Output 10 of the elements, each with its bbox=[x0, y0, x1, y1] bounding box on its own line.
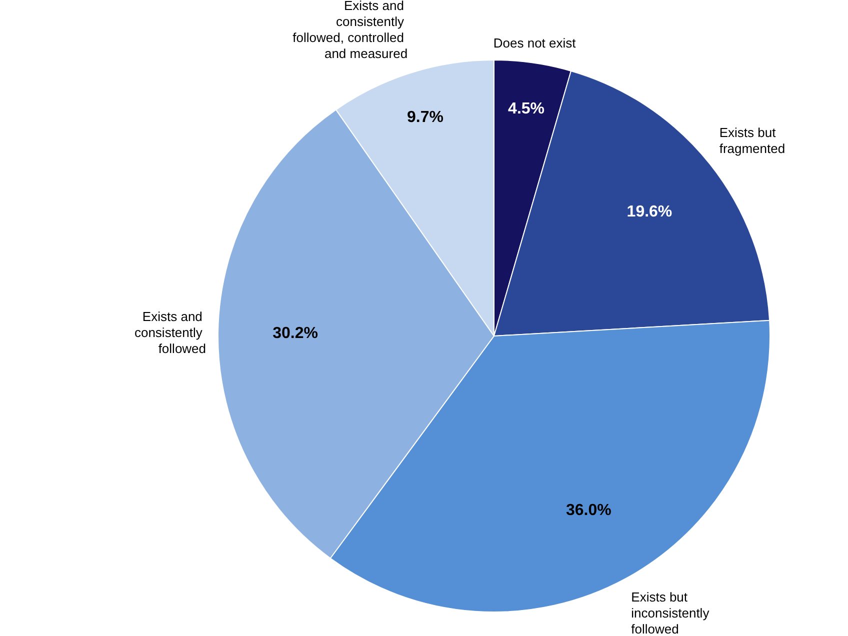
data-label: 36.0% bbox=[566, 502, 612, 520]
data-label: 9.7% bbox=[407, 108, 444, 126]
slice-label: Exists but inconsistently followed bbox=[631, 590, 713, 636]
data-label: 30.2% bbox=[272, 325, 318, 342]
slice-label: Exists and consistently followed, controlled and measured bbox=[292, 0, 408, 61]
data-label: 4.5% bbox=[508, 100, 545, 118]
slice-label: Exists but fragmented bbox=[719, 125, 786, 156]
slice-label: Exists and consistently followed bbox=[134, 308, 206, 356]
data-label: 19.6% bbox=[626, 204, 672, 221]
slice-label: Does not exist bbox=[493, 35, 576, 50]
